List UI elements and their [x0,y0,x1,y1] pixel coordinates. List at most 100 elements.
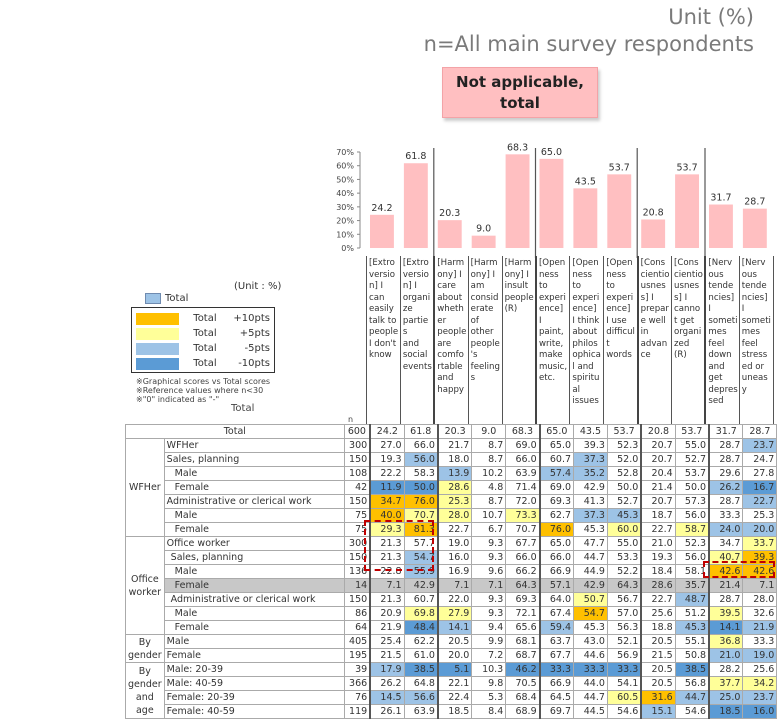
table-cell: 33.3 [708,508,744,523]
table-cell: 55.0 [606,536,642,551]
table-cell: 44.7 [674,690,710,705]
table-cell: 52.3 [606,438,642,453]
table-cell: 16.9 [436,564,473,579]
table-cell: 27.9 [436,606,473,621]
bar [437,220,462,248]
table-cell: 26.2 [708,480,744,495]
row-label: Male [163,634,345,649]
table-cell: 52.1 [606,634,642,649]
table-cell: 26.2 [369,676,405,691]
table-cell: 60.0 [606,522,642,537]
table-cell: 44.6 [573,648,608,663]
bar-value-label: 28.7 [744,197,765,208]
table-cell: 14.1 [708,620,744,635]
table-cell: 60.7 [403,592,439,607]
table-row: Female 14 7.1 42.9 7.1 7.1 64.3 57.1 42.9 64.3 28.… [126,578,778,593]
table-cell: 22.0 [436,592,473,607]
row-n: 405 [343,634,372,649]
table-row: Male 75 40.0 70.7 28.0 10.7 73.3 62.7 37.3 45.3 18… [126,508,778,523]
table-cell: 25.4 [369,634,405,649]
row-label: Female [163,522,345,537]
table-cell: 24.2 [369,424,405,439]
bar [370,214,394,248]
bar [742,208,767,248]
row-n: 366 [343,676,372,691]
table-cell: 42.9 [573,578,608,593]
table-cell: 33.7 [742,536,778,551]
table-row: WFHer WFHer 300 27.0 66.0 21.7 8.7 69.0 65.0 39.3… [125,438,778,537]
table-cell: 67.7 [538,648,575,663]
table-cell: 69.3 [505,592,541,607]
table-cell: 42.9 [403,578,439,593]
table-cell: 58.7 [674,522,710,537]
table-cell: 9.3 [471,606,507,621]
table-cell: 73.3 [505,508,541,523]
table-cell: 55.0 [674,438,710,453]
table-cell: 27.8 [742,466,778,481]
bar [607,174,632,248]
table-cell: 37.7 [708,676,744,691]
table-row: Sales, planning 150 21.3 54.7 16.0 9.3 66.0 66.… [126,550,778,565]
table-cell: 72.1 [505,606,541,621]
table-cell: 28.0 [742,592,778,607]
table-cell: 9.9 [471,634,507,649]
row-label: Female: 20-39 [163,690,345,705]
legend-swatch [136,342,180,355]
table-cell: 38.5 [403,662,439,677]
table-cell: 66.0 [505,550,541,565]
table-cell: 81.3 [403,522,439,537]
table-cell: 20.9 [369,606,405,621]
table-cell: 50.0 [606,480,642,495]
table-cell: 61.8 [403,424,439,439]
table-cell: 14.1 [436,620,473,635]
table-cell: 19.0 [436,536,473,551]
table-cell: 68.1 [505,634,541,649]
table-cell: 13.9 [436,466,473,481]
row-label: Male [163,606,345,621]
legend-row-label: Total [193,328,217,339]
table-cell: 50.0 [674,480,710,495]
row-n: 150 [343,592,372,607]
table-cell: 35.7 [674,578,710,593]
table-cell: 7.1 [471,578,507,593]
table-cell: 18.5 [436,704,473,719]
row-label: Total [125,424,345,439]
table-cell: 56.0 [674,508,710,523]
table-cell: 25.0 [708,690,744,705]
table-cell: 22.2 [369,466,405,481]
row-n: 42 [343,480,372,495]
table-cell: 29.6 [708,466,744,481]
bar-value-label: 9.0 [476,224,491,235]
table-cell: 34.7 [369,494,405,509]
respondents-label: n=All main survey respondents [423,32,754,56]
table-cell: 54.7 [573,606,608,621]
table-cell: 29.3 [369,522,405,537]
table-cell: 8.4 [471,704,507,719]
table-cell: 65.0 [538,438,575,453]
table-cell: 10.3 [471,662,507,677]
n-column-label: n [348,415,354,424]
table-cell: 21.9 [742,620,778,635]
legend-row: Total -10pts [136,356,270,371]
legend-row-value: +5pts [239,328,270,339]
table-cell: 67.7 [505,536,541,551]
table-cell: 54.7 [403,550,439,565]
table-cell: 69.8 [403,606,439,621]
row-label: Administrative or clerical work [163,494,345,509]
legend-total-key: Total [145,293,188,304]
highlight-box-office-sales-male [703,561,775,578]
bar [641,219,666,248]
row-label: Male: 20-39 [163,662,345,677]
legend-row-label: Total [193,343,217,354]
table-cell: 52.7 [674,452,710,467]
table-cell: 56.9 [606,648,642,663]
table-cell: 28.7 [708,452,744,467]
table-row: Female 42 11.9 50.0 28.6 4.8 71.4 69.0 42.9 50.0 2… [126,480,778,495]
table-cell: 20.8 [640,424,676,439]
row-n: 14 [343,578,372,593]
table-cell: 46.2 [505,662,541,677]
bar-value-label: 68.3 [507,142,528,153]
